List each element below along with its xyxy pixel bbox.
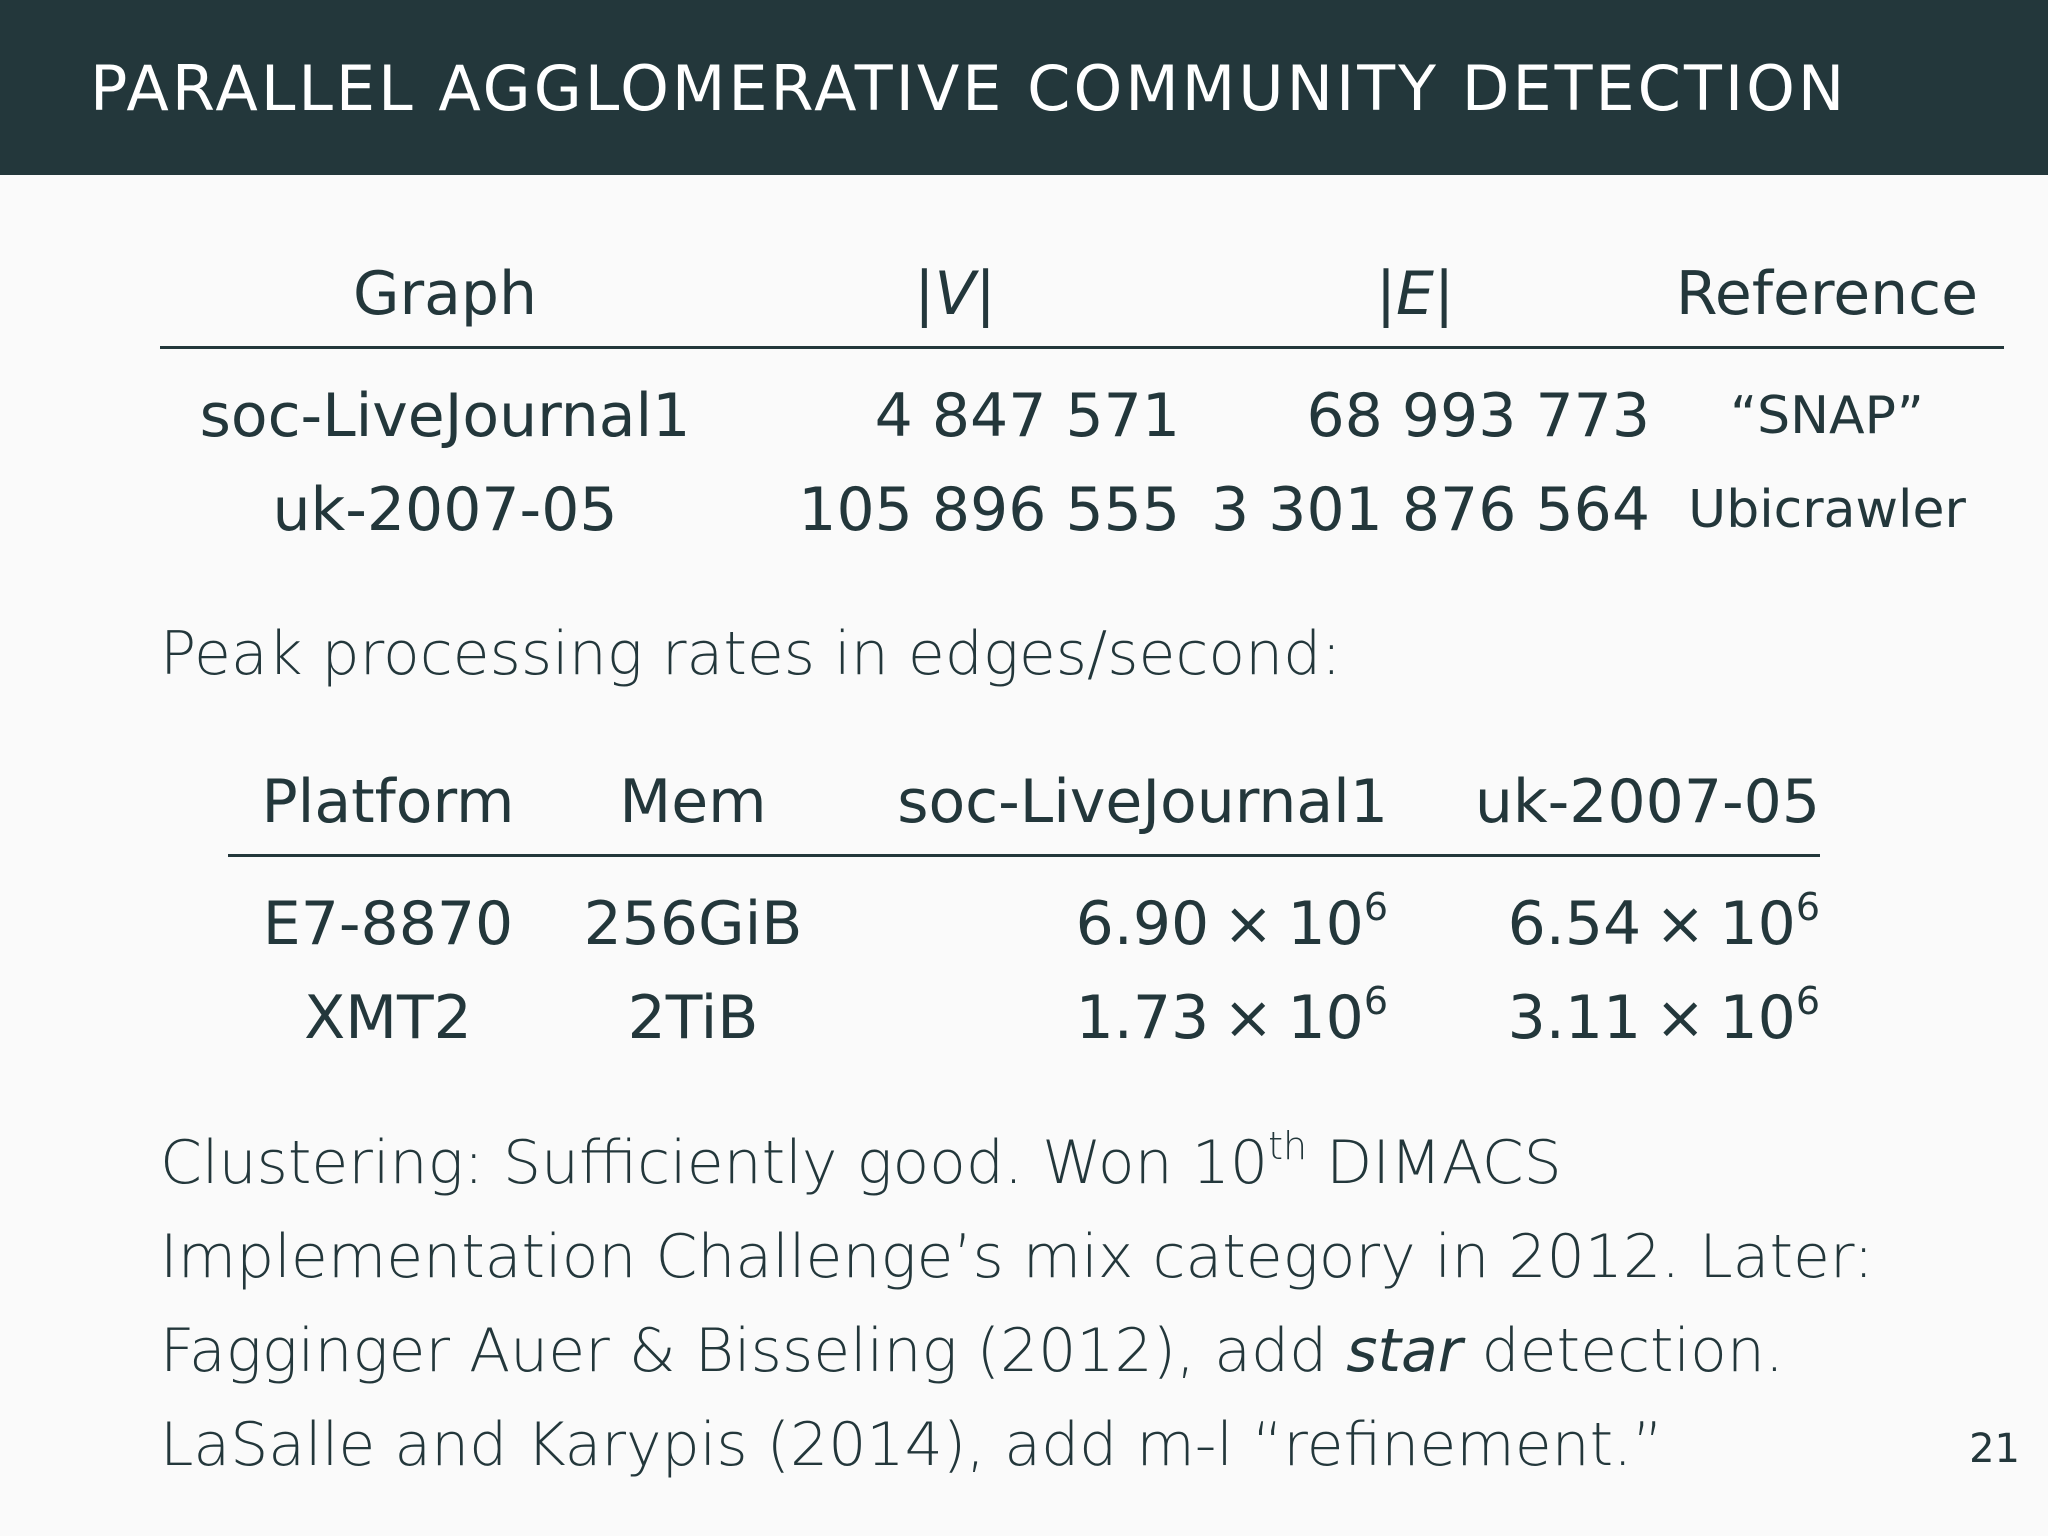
col-header-edges: |E| bbox=[1180, 242, 1650, 349]
rate-mantissa: 6.90 bbox=[1075, 889, 1210, 959]
times-sign: × bbox=[1655, 983, 1706, 1053]
graph-table: Graph |V| |E| Reference soc-LiveJournal1… bbox=[160, 242, 2004, 557]
memory-size: 2TiB bbox=[627, 983, 759, 1053]
col-header-graph: Graph bbox=[160, 242, 730, 349]
reference: Ubicrawler bbox=[1688, 480, 1966, 540]
platform-name: E7-8870 bbox=[262, 889, 514, 959]
body-line-3-end: detection. bbox=[1462, 1316, 1784, 1386]
col-header-platform: Platform bbox=[228, 750, 548, 857]
title-bar: PARALLEL AGGLOMERATIVE COMMUNITY DETECTI… bbox=[0, 0, 2048, 175]
graph-table-header-row: Graph |V| |E| Reference bbox=[160, 242, 2004, 349]
rate-mantissa: 6.54 bbox=[1507, 889, 1642, 959]
body-line-3-text: Fagginger Auer & Bisseling (2012), add bbox=[160, 1316, 1347, 1386]
body-line-4: LaSalle and Karypis (2014), add m-l “ref… bbox=[160, 1410, 1664, 1480]
rate-uk2007: 3.11 × 106 bbox=[1388, 971, 1820, 1065]
rate-base: 10 bbox=[1287, 889, 1364, 959]
rate-mantissa: 3.11 bbox=[1507, 983, 1642, 1053]
body-line-2: Implementation Challenge’s mix category … bbox=[160, 1222, 1874, 1292]
body-line-1: Clustering: Sufficiently good. Won 10th … bbox=[160, 1116, 1960, 1210]
rate-base: 10 bbox=[1287, 983, 1364, 1053]
rate-base: 10 bbox=[1719, 889, 1796, 959]
vertex-count: 4 847 571 bbox=[874, 381, 1180, 451]
rate-mantissa: 1.73 bbox=[1075, 983, 1210, 1053]
times-sign: × bbox=[1655, 889, 1706, 959]
rate-exponent: 6 bbox=[1795, 979, 1820, 1023]
page-number: 21 bbox=[1969, 1426, 2020, 1472]
rates-table: Platform Mem soc-LiveJournal1 uk-2007-05… bbox=[228, 750, 1820, 1065]
body-line-1-text: Clustering: Sufficiently good. Won 10 bbox=[160, 1128, 1269, 1198]
body-line-3: Fagginger Auer & Bisseling (2012), add s… bbox=[160, 1304, 1960, 1398]
times-sign: × bbox=[1223, 983, 1274, 1053]
rates-heading: Peak processing rates in edges/second: bbox=[160, 619, 1342, 689]
table-row: uk-2007-05 105 896 555 3 301 876 564 Ubi… bbox=[160, 463, 2004, 557]
edge-count: 68 993 773 bbox=[1306, 381, 1650, 451]
table-row: E7-8870 256GiB 6.90 × 106 6.54 × 106 bbox=[228, 856, 1820, 972]
body-line-1-end: DIMACS bbox=[1307, 1128, 1562, 1198]
memory-size: 256GiB bbox=[583, 889, 803, 959]
table-row: soc-LiveJournal1 4 847 571 68 993 773 “S… bbox=[160, 348, 2004, 464]
rates-table-header-row: Platform Mem soc-LiveJournal1 uk-2007-05 bbox=[228, 750, 1820, 857]
col-header-mem: Mem bbox=[548, 750, 838, 857]
edge-count: 3 301 876 564 bbox=[1211, 475, 1650, 545]
ordinal-suffix: th bbox=[1268, 1124, 1308, 1168]
col-header-uk2007: uk-2007-05 bbox=[1388, 750, 1820, 857]
graph-name: soc-LiveJournal1 bbox=[199, 381, 691, 451]
rate-exponent: 6 bbox=[1795, 885, 1820, 929]
rate-livejournal: 1.73 × 106 bbox=[838, 971, 1388, 1065]
rate-exponent: 6 bbox=[1363, 885, 1388, 929]
rate-exponent: 6 bbox=[1363, 979, 1388, 1023]
body-paragraph: Clustering: Sufficiently good. Won 10th … bbox=[160, 1116, 1960, 1492]
emphasis-star: star bbox=[1346, 1316, 1463, 1386]
col-header-vertices: |V| bbox=[730, 242, 1180, 349]
times-sign: × bbox=[1223, 889, 1274, 959]
col-header-livejournal: soc-LiveJournal1 bbox=[838, 750, 1388, 857]
slide-title: PARALLEL AGGLOMERATIVE COMMUNITY DETECTI… bbox=[90, 52, 1848, 125]
vertex-count: 105 896 555 bbox=[798, 475, 1180, 545]
col-header-reference: Reference bbox=[1650, 242, 2004, 349]
graph-name: uk-2007-05 bbox=[272, 475, 618, 545]
rate-livejournal: 6.90 × 106 bbox=[838, 856, 1388, 972]
rate-base: 10 bbox=[1719, 983, 1796, 1053]
table-row: XMT2 2TiB 1.73 × 106 3.11 × 106 bbox=[228, 971, 1820, 1065]
reference: “SNAP” bbox=[1730, 386, 1924, 446]
rate-uk2007: 6.54 × 106 bbox=[1388, 856, 1820, 972]
platform-name: XMT2 bbox=[304, 983, 472, 1053]
